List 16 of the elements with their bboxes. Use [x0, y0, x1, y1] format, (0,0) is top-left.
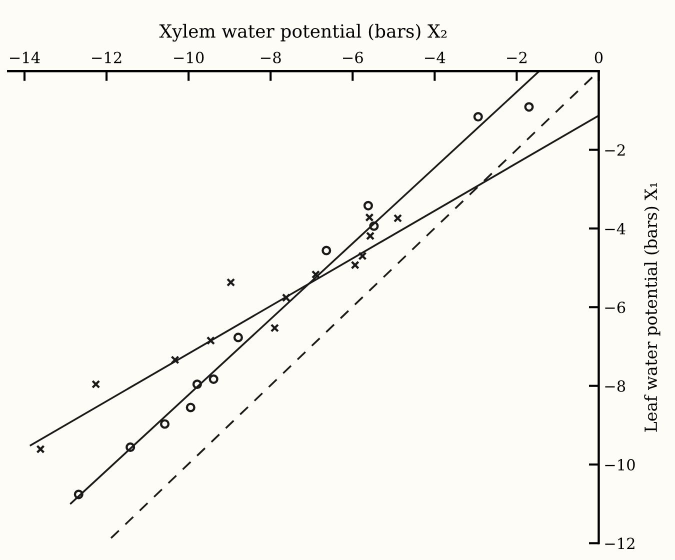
x-tick-label: −10	[174, 52, 204, 64]
y-axis-title: Leaf water potential (bars) X₁	[644, 182, 660, 432]
x-tick-label: 0	[594, 52, 603, 64]
y-tick-label: −12	[605, 538, 634, 550]
y-tick-label: −10	[605, 458, 635, 471]
x-tick-label: −2	[507, 52, 526, 64]
y-tick-label: −6	[605, 302, 626, 314]
x-tick-label: −4	[425, 52, 446, 64]
x-tick-label: −8	[260, 52, 281, 64]
y-tick-label: −4	[605, 222, 626, 234]
y-tick-label: −2	[605, 144, 625, 156]
x-tick-label: −6	[342, 52, 363, 64]
x-axis-title: Xylem water potential (bars) X₂	[159, 24, 446, 42]
y-tick-label: −8	[605, 380, 626, 392]
x-tick-label: −14	[10, 52, 40, 64]
x-tick-label: −12	[92, 52, 122, 64]
